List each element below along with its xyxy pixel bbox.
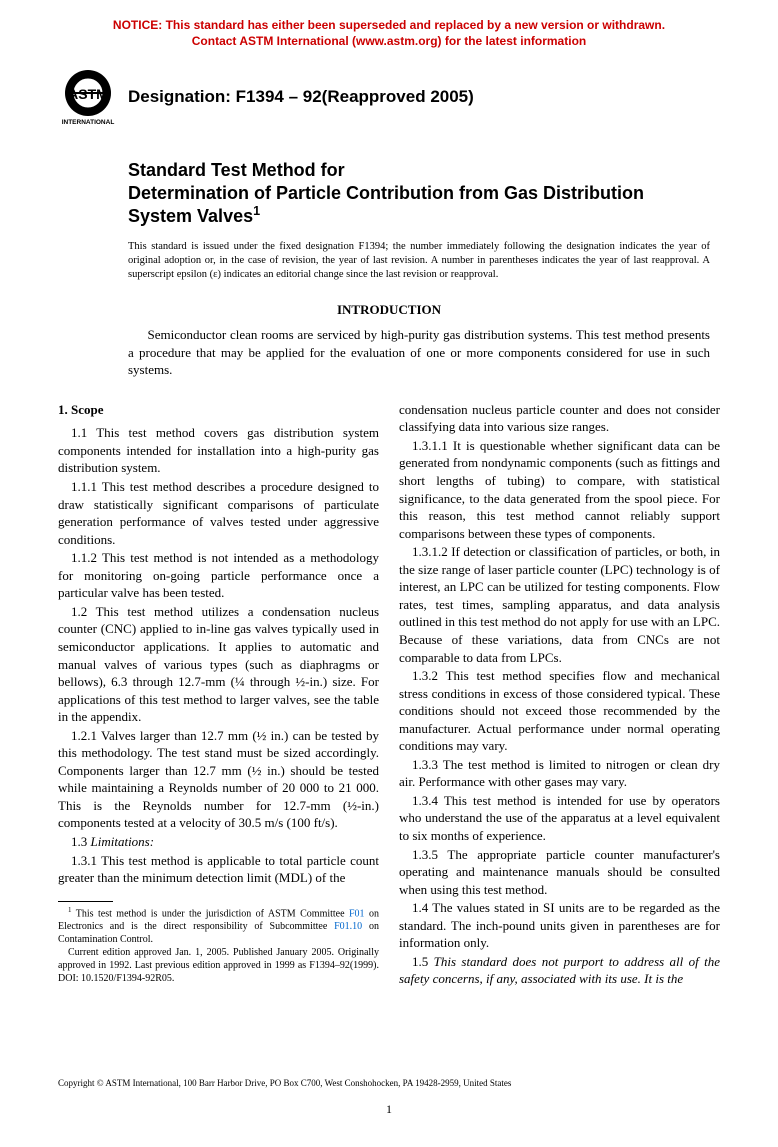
para-1-3-5: 1.3.5 The appropriate particle counter m… xyxy=(399,846,720,899)
footnote-part1: This test method is under the jurisdicti… xyxy=(72,908,350,919)
body-columns: 1. Scope 1.1 This test method covers gas… xyxy=(58,401,720,988)
para-1-3-num: 1.3 xyxy=(71,834,91,849)
svg-text:INTERNATIONAL: INTERNATIONAL xyxy=(62,119,115,125)
title-block: Standard Test Method for Determination o… xyxy=(128,159,710,282)
document-page: NOTICE: This standard has either been su… xyxy=(0,0,778,1147)
para-1-3-1-cont: condensation nucleus particle counter an… xyxy=(399,401,720,436)
title-line1: Standard Test Method for xyxy=(128,160,345,180)
scope-heading: 1. Scope xyxy=(58,401,379,419)
para-1-3-2: 1.3.2 This test method specifies flow an… xyxy=(399,667,720,755)
para-1-3-4: 1.3.4 This test method is intended for u… xyxy=(399,792,720,845)
svg-text:ASTM: ASTM xyxy=(68,86,108,102)
footnote-rule xyxy=(58,901,113,902)
astm-logo: ASTM INTERNATIONAL xyxy=(58,69,118,125)
para-1-2: 1.2 This test method utilizes a condensa… xyxy=(58,603,379,726)
para-1-2-1: 1.2.1 Valves larger than 12.7 mm (½ in.)… xyxy=(58,727,379,832)
copyright-line: Copyright © ASTM International, 100 Barr… xyxy=(58,1078,720,1088)
title-superscript: 1 xyxy=(253,204,260,218)
para-1-3-1-1: 1.3.1.1 It is questionable whether signi… xyxy=(399,437,720,542)
para-1-5-num: 1.5 xyxy=(412,954,434,969)
footnote-1: 1 This test method is under the jurisdic… xyxy=(58,906,379,946)
introduction-heading: INTRODUCTION xyxy=(58,302,720,318)
page-number: 1 xyxy=(58,1102,720,1117)
introduction-text: Semiconductor clean rooms are serviced b… xyxy=(128,326,710,379)
para-1-5: 1.5 This standard does not purport to ad… xyxy=(399,953,720,988)
para-1-3: 1.3 Limitations: xyxy=(58,833,379,851)
notice-line2: Contact ASTM International (www.astm.org… xyxy=(192,34,586,48)
designation-text: Designation: F1394 – 92(Reapproved 2005) xyxy=(128,87,474,107)
para-1-3-1-2: 1.3.1.2 If detection or classification o… xyxy=(399,543,720,666)
para-1-1: 1.1 This test method covers gas distribu… xyxy=(58,424,379,477)
para-1-3-3: 1.3.3 The test method is limited to nitr… xyxy=(399,756,720,791)
issuance-note: This standard is issued under the fixed … xyxy=(128,240,710,283)
para-1-1-1: 1.1.1 This test method describes a proce… xyxy=(58,478,379,548)
notice-banner: NOTICE: This standard has either been su… xyxy=(58,18,720,49)
limitations-label: Limitations: xyxy=(91,834,155,849)
committee-link[interactable]: F01 xyxy=(349,908,365,919)
document-title: Standard Test Method for Determination o… xyxy=(128,159,710,228)
title-line2: Determination of Particle Contribution f… xyxy=(128,183,644,227)
para-1-5-text: This standard does not purport to addres… xyxy=(399,954,720,987)
notice-line1: NOTICE: This standard has either been su… xyxy=(113,18,665,32)
footnote-1b: Current edition approved Jan. 1, 2005. P… xyxy=(58,946,379,985)
designation-row: ASTM INTERNATIONAL Designation: F1394 – … xyxy=(58,69,720,125)
subcommittee-link[interactable]: F01.10 xyxy=(334,921,362,932)
para-1-4: 1.4 The values stated in SI units are to… xyxy=(399,899,720,952)
para-1-1-2: 1.1.2 This test method is not intended a… xyxy=(58,549,379,602)
para-1-3-1: 1.3.1 This test method is applicable to … xyxy=(58,852,379,887)
